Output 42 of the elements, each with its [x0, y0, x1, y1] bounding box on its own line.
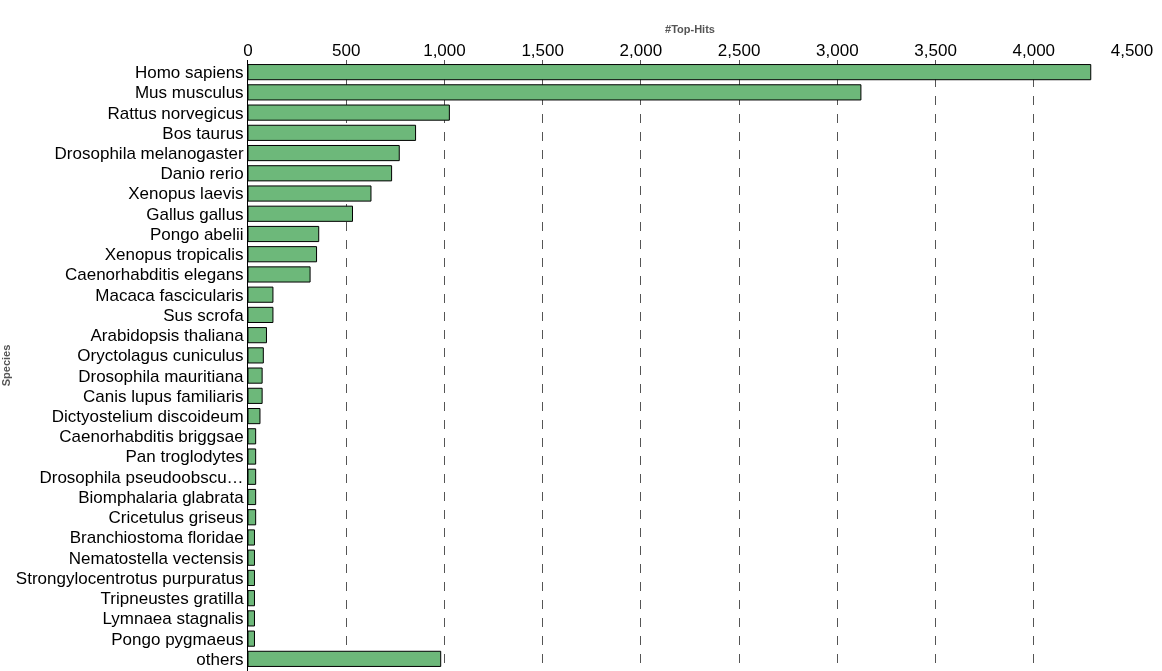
y-tick-label: Oryctolagus cuniculus [77, 346, 244, 366]
x-tick-label: 3,000 [816, 40, 859, 60]
x-tick-label: 1,500 [521, 40, 564, 60]
y-tick-label: Cricetulus griseus [108, 508, 244, 528]
y-tick-label: Homo sapiens [134, 63, 244, 83]
x-tick-label: 3,500 [914, 40, 957, 60]
y-tick-label: Sus scrofa [163, 305, 245, 325]
x-tick-label: 4,000 [1012, 40, 1056, 60]
y-tick-label: Pongo abelii [150, 224, 244, 244]
y-tick-label: Xenopus laevis [128, 184, 244, 204]
y-tick-label: Danio rerio [160, 164, 244, 184]
x-axis-title: #Top-Hits [665, 23, 715, 36]
y-tick-label: Mus musculus [134, 83, 244, 103]
y-tick-label: Caenorhabditis briggsae [59, 427, 244, 447]
y-tick-label: Canis lupus familiaris [82, 386, 244, 406]
y-tick-label: Arabidopsis thaliana [90, 326, 245, 346]
y-tick-label: Branchiostoma floridae [69, 528, 244, 548]
y-tick-label: Rattus norvegicus [107, 103, 244, 123]
y-tick-label: Gallus gallus [146, 204, 244, 224]
x-tick-label: 2,500 [717, 40, 761, 60]
y-tick-label: Drosophila pseudoobscu… [39, 467, 244, 487]
y-tick-label: Strongylocentrotus purpuratus [15, 568, 244, 588]
y-tick-label: Pan troglodytes [125, 447, 244, 467]
y-tick-label: Biomphalaria glabrata [78, 487, 245, 507]
y-tick-label: Drosophila mauritiana [78, 366, 245, 386]
x-tick-label: 500 [332, 40, 361, 60]
y-tick-label: Pongo pygmaeus [111, 629, 244, 649]
y-tick-label: Tripneustes gratilla [100, 589, 245, 609]
y-tick-label: Macaca fascicularis [95, 285, 244, 305]
y-tick-label: Xenopus tropicalis [104, 245, 244, 265]
y-tick-label: Dictyostelium discoideum [51, 407, 244, 427]
x-tick-label: 4,500 [1110, 40, 1154, 60]
y-tick-label: Drosophila melanogaster [54, 144, 244, 164]
y-tick-label: Nematostella vectensis [68, 548, 244, 568]
x-tick-label: 0 [243, 40, 253, 60]
x-tick-label: 2,000 [619, 40, 663, 60]
y-tick-label: Bos taurus [162, 123, 244, 143]
y-tick-label: others [196, 649, 244, 669]
y-axis-title: Species [0, 344, 12, 387]
y-tick-label: Caenorhabditis elegans [64, 265, 244, 285]
x-tick-label: 1,000 [423, 40, 466, 60]
y-tick-label: Lymnaea stagnalis [102, 609, 244, 629]
